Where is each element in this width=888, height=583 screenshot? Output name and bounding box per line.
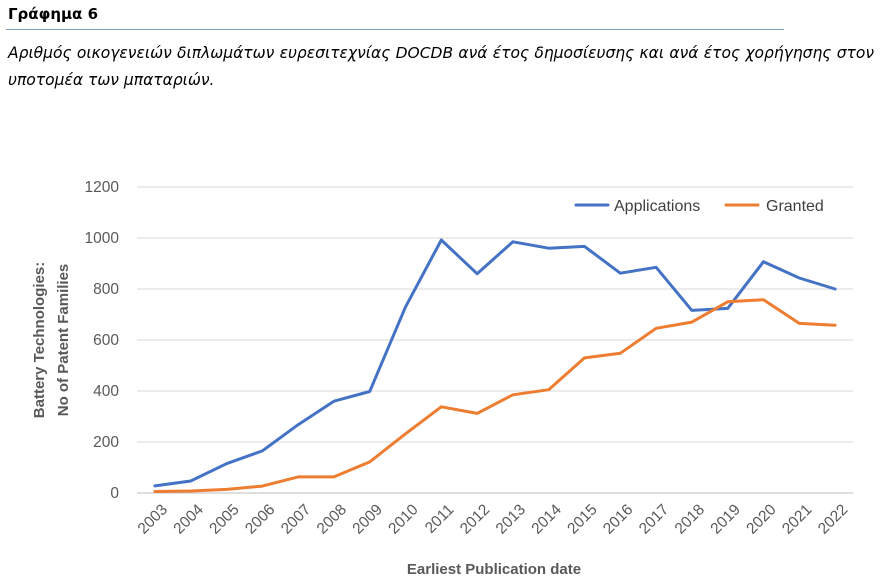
x-tick-label: 2003 <box>135 501 171 537</box>
y-tick-label: 0 <box>110 485 119 502</box>
x-tick-label: 2010 <box>385 501 422 538</box>
x-tick-label: 2005 <box>206 501 242 537</box>
x-tick-label: 2008 <box>314 501 350 537</box>
x-tick-label: 2022 <box>815 501 851 537</box>
legend-label-granted: Granted <box>766 198 824 215</box>
x-tick-label: 2006 <box>242 501 278 537</box>
x-tick-label: 2013 <box>493 501 529 537</box>
y-axis-ticks: 0 200 400 600 800 1000 1200 <box>85 179 120 502</box>
x-tick-label: 2015 <box>564 501 600 537</box>
y-tick-label: 600 <box>93 332 119 349</box>
x-tick-label: 2020 <box>743 501 780 538</box>
x-tick-label: 2021 <box>779 501 815 537</box>
series-line-applications <box>155 240 835 486</box>
y-tick-label: 200 <box>93 434 119 451</box>
x-tick-label: 2011 <box>422 501 458 537</box>
y-axis-title-line-2: No of Patent Families <box>55 264 72 417</box>
x-tick-label: 2007 <box>278 501 314 537</box>
legend-label-applications: Applications <box>614 198 700 215</box>
x-axis-title: Earliest Publication date <box>407 561 581 578</box>
x-tick-label: 2018 <box>672 501 708 537</box>
series-lines <box>155 240 835 492</box>
x-tick-label: 2004 <box>170 501 207 538</box>
y-tick-label: 1200 <box>85 179 120 196</box>
y-axis-title-line-1: Battery Technologies: <box>31 262 48 418</box>
x-tick-label: 2012 <box>457 501 493 537</box>
gridlines <box>137 187 853 493</box>
y-tick-label: 800 <box>93 281 119 298</box>
y-tick-label: 400 <box>93 383 119 400</box>
x-tick-label: 2019 <box>707 501 743 537</box>
x-axis-ticks: 2003200420052006200720082009201020112012… <box>135 501 852 538</box>
x-tick-label: 2009 <box>349 501 385 537</box>
series-line-granted <box>155 300 835 492</box>
legend: Applications Granted <box>576 198 824 215</box>
x-tick-label: 2017 <box>636 501 672 537</box>
x-tick-label: 2014 <box>528 501 565 538</box>
y-tick-label: 1000 <box>85 230 120 247</box>
x-tick-label: 2016 <box>600 501 636 537</box>
